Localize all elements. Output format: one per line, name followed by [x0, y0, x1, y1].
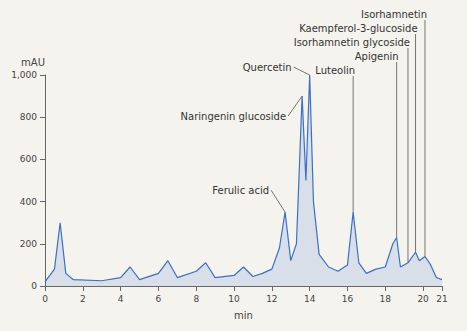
- svg-text:10: 10: [228, 294, 240, 304]
- svg-text:6: 6: [156, 294, 162, 304]
- svg-text:Isorhamnetin glycoside: Isorhamnetin glycoside: [294, 37, 410, 48]
- svg-text:mAU: mAU: [21, 57, 45, 68]
- svg-text:Apigenin: Apigenin: [355, 51, 399, 62]
- svg-text:Kaempferol-3-glucoside: Kaempferol-3-glucoside: [299, 23, 417, 34]
- svg-text:20: 20: [417, 294, 429, 304]
- svg-text:1,000: 1,000: [11, 70, 37, 80]
- svg-text:0: 0: [42, 294, 48, 304]
- svg-text:12: 12: [266, 294, 277, 304]
- svg-text:200: 200: [20, 239, 37, 249]
- svg-text:14: 14: [304, 294, 316, 304]
- svg-text:Naringenin glucoside: Naringenin glucoside: [181, 111, 287, 122]
- svg-text:4: 4: [118, 294, 124, 304]
- svg-text:21: 21: [436, 294, 447, 304]
- svg-text:0: 0: [31, 281, 37, 291]
- svg-text:Luteolin: Luteolin: [315, 65, 355, 76]
- svg-text:18: 18: [380, 294, 392, 304]
- svg-text:min: min: [234, 310, 253, 321]
- svg-text:600: 600: [20, 154, 37, 164]
- svg-text:Isorhamnetin: Isorhamnetin: [361, 9, 427, 20]
- svg-text:Ferulic acid: Ferulic acid: [212, 185, 269, 196]
- svg-text:400: 400: [20, 197, 37, 207]
- svg-text:16: 16: [342, 294, 354, 304]
- svg-text:2: 2: [80, 294, 86, 304]
- svg-text:8: 8: [193, 294, 199, 304]
- svg-text:800: 800: [20, 112, 37, 122]
- svg-text:Quercetin: Quercetin: [243, 62, 292, 73]
